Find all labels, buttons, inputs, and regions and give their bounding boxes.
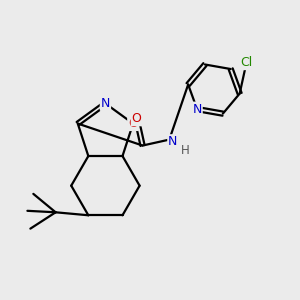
Text: N: N	[101, 97, 110, 110]
Text: N: N	[168, 135, 178, 148]
Text: O: O	[132, 112, 142, 125]
Text: N: N	[192, 103, 202, 116]
Text: O: O	[128, 117, 138, 130]
Text: H: H	[181, 143, 190, 157]
Text: Cl: Cl	[240, 56, 253, 69]
